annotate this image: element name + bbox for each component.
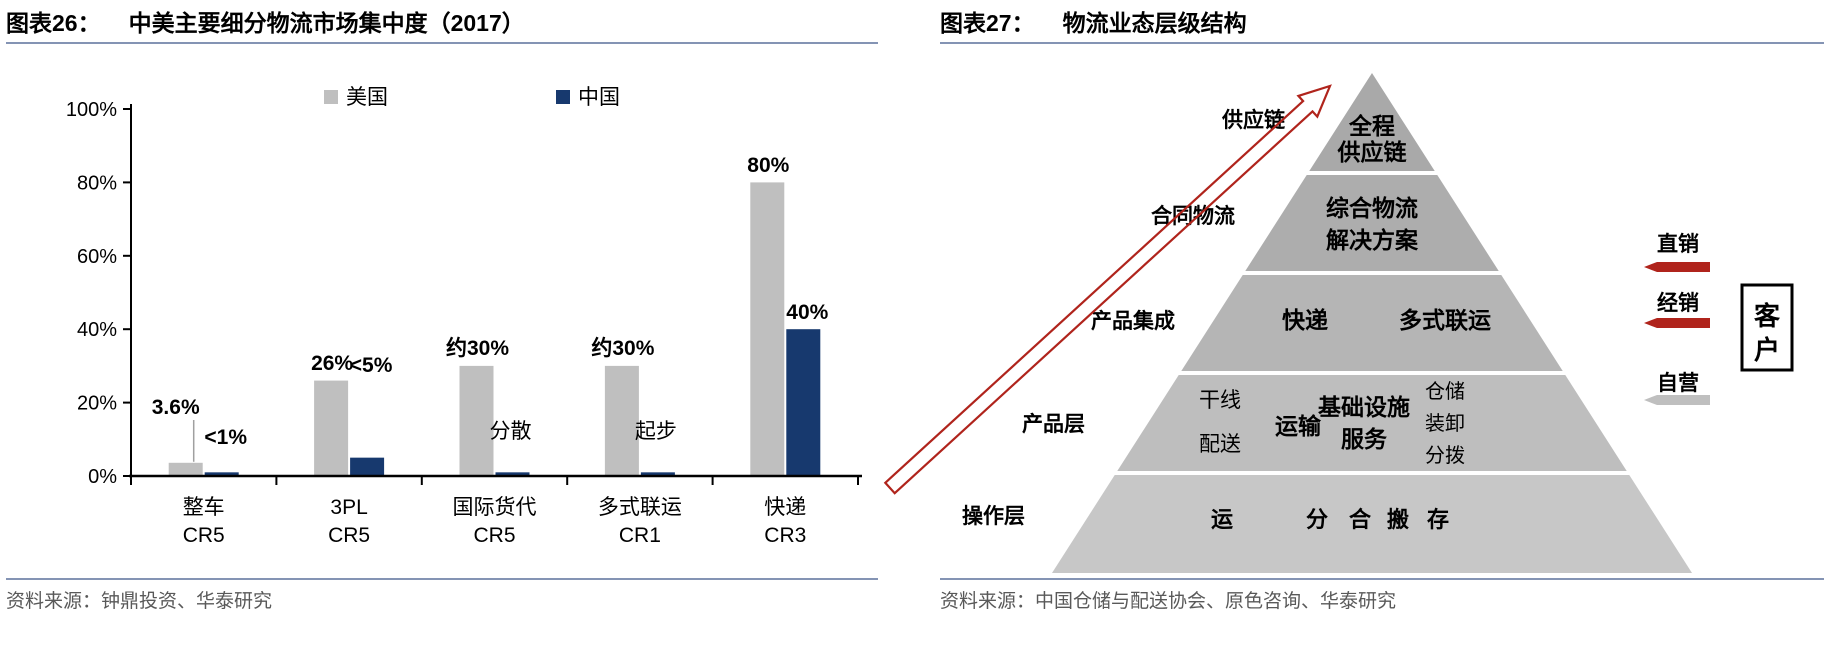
channel-label-0: 直销 [1657,232,1699,256]
figure-26-top-rule [6,42,878,44]
pyramid-item-2-0: 快递 [1282,307,1328,333]
category-label-4: 快递 [764,496,806,519]
pyramid-side-label-3: 产品层 [1022,412,1085,436]
y-tick-label-4: 80% [77,172,117,194]
category-label-2: 国际货代 [453,496,537,519]
figure-26-title: 中美主要细分物流市场集中度（2017） [128,10,525,36]
bar-value-label-us-1: 26% [311,352,353,375]
pyramid-item-0-0: 供应链 [1337,139,1407,165]
bar-cn-2 [495,472,530,476]
ascending-arrow-icon [883,84,1332,495]
pyramid-diagram-area: 全程 供应链 供应链 综合物流 解决方案 合同物流 快递 多式联运 产品集成 干线 配送 运输 基础设施… [883,46,1824,578]
pyramid-item-3-2: 基础设施 [1318,394,1410,420]
channel-label-1: 经销 [1657,291,1699,315]
figure-26: 图表26： 中美主要细分物流市场集中度（2017） 美国 中国 3.6% <1% 整车 CR… [6,6,878,613]
bar-value-label-cn-2: 分散 [490,420,532,443]
category-label-0: 整车 [183,496,225,519]
y-tick-label-3: 60% [77,246,117,268]
y-tick-label-1: 20% [77,393,117,415]
bar-cn-0 [204,472,239,476]
pyramid-item-4-1: 分 [1306,507,1328,532]
bar-value-label-cn-0: <1% [204,426,247,449]
pyramid-level-3 [1117,375,1627,471]
bar-value-label-us-4: 80% [747,154,789,177]
bar-us-3 [604,365,639,476]
bar-us-4 [750,182,785,476]
bar-us-2 [459,365,494,476]
bar-us-0 [168,462,203,476]
category-label-3: 多式联运 [598,496,682,519]
pyramid-item-4-4: 存 [1427,507,1449,532]
pyramid-item-3-0: 配送 [1199,433,1241,456]
pyramid-level-1 [1245,175,1499,271]
pyramid-side-label-1: 合同物流 [1151,204,1235,228]
pyramid-item-0-0: 全程 [1348,113,1395,139]
pyramid-item-3-3: 仓储 [1425,380,1465,403]
category-sub-label-3: CR1 [619,524,661,547]
pyramid-item-3-3: 装卸 [1425,412,1465,435]
legend-swatch-cn [556,90,570,104]
channel-label-2: 自营 [1657,371,1699,395]
left-arrow-icon-1 [1644,318,1710,328]
pyramid-item-3-2: 服务 [1341,426,1388,452]
legend-label-cn: 中国 [578,86,620,109]
pyramid-side-label-4: 操作层 [962,504,1025,528]
bar-value-label-cn-4: 40% [786,301,828,324]
pyramid-item-1-0: 解决方案 [1326,227,1419,253]
category-label-1: 3PL [330,496,367,519]
pyramid-side-label-2: 产品集成 [1091,309,1175,333]
legend-swatch-us [324,90,338,104]
left-arrow-icon-2 [1644,395,1710,405]
bar-value-label-cn-3: 起步 [635,420,677,443]
category-sub-label-4: CR3 [764,524,806,547]
bar-us-1 [314,380,349,476]
bar-cn-4 [786,329,821,476]
category-sub-label-0: CR5 [183,524,225,547]
figure-27-source: 资料来源：中国仓储与配送协会、原色咨询、华泰研究 [940,591,1397,612]
client-box-char-1: 户 [1754,335,1780,365]
y-tick-label-5: 100% [66,99,117,121]
category-sub-label-2: CR5 [473,524,515,547]
category-sub-label-1: CR5 [328,524,370,547]
bar-value-label-cn-1: <5% [350,354,393,377]
bar-cn-1 [350,457,385,476]
pyramid-item-3-0: 干线 [1199,389,1241,412]
figure-26-tag: 图表26： [6,10,101,36]
y-tick-label-0: 0% [88,466,117,488]
bar-value-label-us-2: 约30% [446,336,509,360]
figure-27: 图表27： 物流业态层级结构 全程 供应链 供应链 综合物流 解决方案 合同物流 快递 多式联运… [883,6,1824,613]
bar-chart-area: 美国 中国 3.6% <1% 整车 CR5 26% <5% 3PL CR5 约30% 分散国际货代 CR… [6,46,878,578]
figure-27-title: 物流业态层级结构 [1062,10,1247,36]
figure-27-header: 图表27： 物流业态层级结构 [940,6,1824,42]
pyramid-level-2 [1181,275,1563,371]
figure-27-tag: 图表27： [940,10,1035,36]
pyramid-item-3-3: 分拨 [1425,444,1465,467]
legend-label-us: 美国 [346,86,388,109]
pyramid-item-2-1: 多式联运 [1399,307,1491,333]
bar-cn-3 [640,472,675,476]
figure-26-bottom-rule [6,578,878,580]
pyramid-item-1-0: 综合物流 [1326,195,1418,221]
y-tick-label-2: 40% [77,319,117,341]
pyramid-item-4-3: 搬 [1387,507,1409,532]
figure-26-header: 图表26： 中美主要细分物流市场集中度（2017） [6,6,878,42]
left-arrow-icon-0 [1644,262,1710,272]
pyramid-item-3-1: 运输 [1275,413,1322,439]
pyramid-level-4 [1052,475,1692,573]
bar-value-label-us-0: 3.6% [152,396,200,419]
figure-26-source: 资料来源：钟鼎投资、华泰研究 [6,591,273,612]
pyramid-item-4-0: 运 [1211,507,1233,532]
pyramid-item-4-2: 合 [1349,507,1372,532]
pyramid-level-0 [1309,73,1435,171]
figure-27-top-rule [940,42,1824,44]
client-box-char-0: 客 [1754,301,1781,331]
client-box [1740,283,1794,372]
bar-value-label-us-3: 约30% [591,336,654,360]
figure-27-bottom-rule [940,578,1824,580]
pyramid-side-label-0: 供应链 [1221,108,1286,132]
